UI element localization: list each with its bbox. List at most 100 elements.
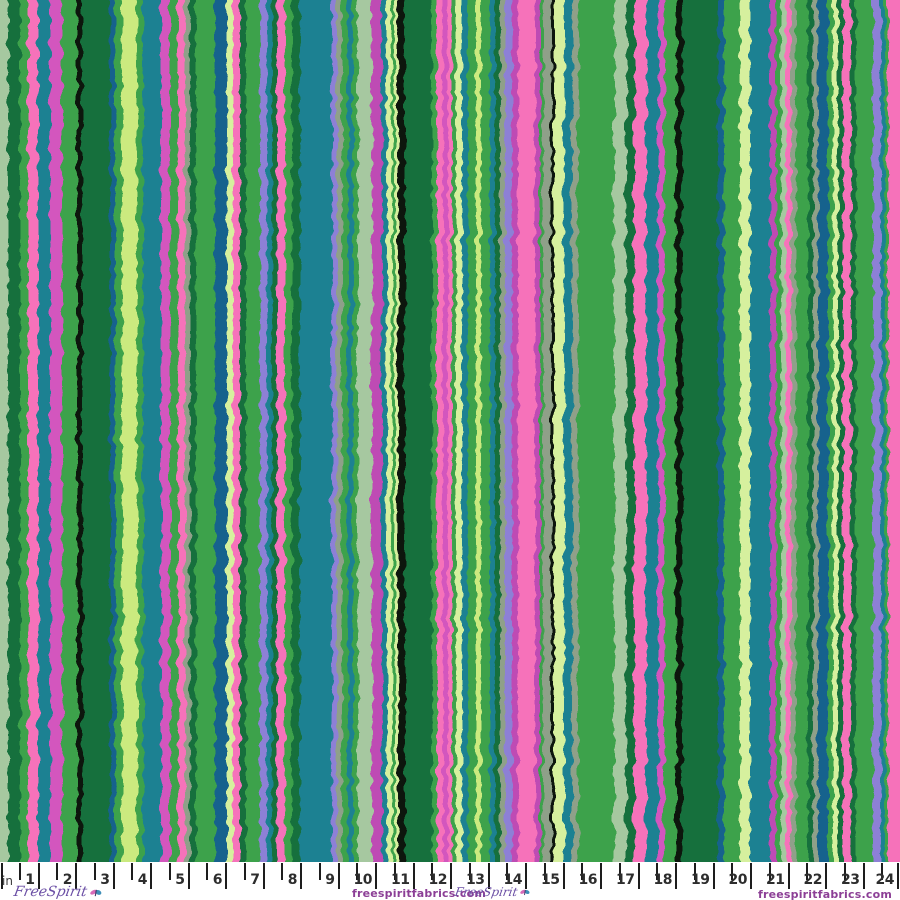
ruler-tick-half — [881, 863, 884, 880]
stripe-blueTeal — [110, 0, 115, 862]
ruler-tick-inch — [37, 863, 40, 889]
stripe-green — [62, 0, 77, 862]
stripe-darkGreen — [808, 0, 813, 862]
ruler-tick-half — [806, 863, 809, 880]
stripe-teal — [750, 0, 770, 862]
stripe-darkGreen — [851, 0, 856, 862]
ruler-tick-inch — [187, 863, 190, 889]
stripe-hotPink — [233, 0, 240, 862]
ruler-tick-half — [468, 863, 471, 880]
stripe-graySage — [185, 0, 190, 862]
ruler-number-13: 13 — [466, 872, 485, 888]
ruler-tick-half — [731, 863, 734, 880]
stripe-green — [776, 0, 781, 862]
stripe-green — [885, 0, 888, 862]
ruler-tick-inch — [675, 863, 677, 889]
ruler-tick-edge — [1, 863, 3, 889]
butterfly-icon — [520, 888, 532, 897]
ruler-tick-inch — [600, 863, 602, 889]
ruler-number-20: 20 — [728, 872, 748, 888]
ruler-number-9: 9 — [325, 872, 335, 888]
ruler-number-10: 10 — [353, 872, 373, 888]
stripe-teal — [490, 0, 495, 862]
stripe-orchid — [50, 0, 62, 862]
stripe-orchid — [658, 0, 664, 862]
ruler-tick-half — [431, 863, 434, 880]
stripe-orchid — [161, 0, 170, 862]
stripe-darkGreen — [405, 0, 432, 862]
ruler-tick-half — [131, 863, 134, 880]
ruler-tick-inch — [337, 863, 340, 889]
ruler-number-8: 8 — [287, 872, 298, 888]
stripe-darkGreen — [626, 0, 634, 862]
ruler-number-17: 17 — [616, 872, 635, 888]
stripe-green — [285, 0, 292, 862]
ruler-number-22: 22 — [803, 872, 823, 888]
ruler-tick-half — [618, 863, 621, 880]
stripe-paleLime — [227, 0, 233, 862]
stripe-green — [481, 0, 490, 862]
stripe-teal — [382, 0, 387, 862]
ruler-tick-half — [93, 863, 96, 880]
freespirit-logo-center: FreeSpirit — [454, 885, 532, 899]
stripe-blueTeal — [215, 0, 227, 862]
ruler-number-14: 14 — [503, 872, 523, 888]
stripe-graySage — [500, 0, 505, 862]
stripe-green — [246, 0, 260, 862]
stripe-green — [468, 0, 476, 862]
ruler-tick-inch — [412, 863, 415, 889]
stripe-magenta — [770, 0, 776, 862]
stripe-hotPink — [178, 0, 185, 862]
stripe-magenta — [512, 0, 518, 862]
stripe-black — [77, 0, 82, 862]
ruler-number-12: 12 — [428, 872, 448, 888]
ruler-strip: in 1 2 3 4 5 6 7 8 9 10 11 12 13 14 15 16 17 18 19 20 21 22 23… — [0, 862, 900, 900]
stripe-paleLime — [740, 0, 750, 862]
stripe-teal — [881, 0, 885, 862]
ruler-tick-half — [768, 863, 771, 880]
stripe-hotPink — [888, 0, 900, 862]
stripe-black — [398, 0, 405, 862]
ruler-number-4: 4 — [137, 872, 148, 888]
stripe-magenta — [535, 0, 540, 862]
ruler-tick-half — [243, 863, 246, 880]
stripe-paleLime — [554, 0, 564, 862]
stripe-lime — [476, 0, 481, 862]
ruler-number-7: 7 — [250, 872, 260, 888]
ruler-number-16: 16 — [578, 872, 598, 888]
ruler-tick-half — [168, 863, 171, 880]
stripe-green — [664, 0, 676, 862]
stripe-blueTeal — [718, 0, 724, 862]
ruler-tick-inch — [300, 863, 302, 889]
stripe-green — [353, 0, 358, 862]
ruler-tick-inch — [562, 863, 565, 889]
stripe-sage — [358, 0, 372, 862]
ruler-tick-inch — [262, 863, 265, 889]
stripe-black — [551, 0, 554, 862]
ruler-tick-half — [281, 863, 284, 880]
stripe-lime — [122, 0, 137, 862]
ruler-number-23: 23 — [841, 872, 860, 888]
fabric-stripes — [0, 0, 900, 862]
stripe-green — [170, 0, 178, 862]
stripe-hotPink — [518, 0, 535, 862]
stripe-hotPink — [437, 0, 443, 862]
stripe-hotPink — [277, 0, 285, 862]
ruler-tick-half — [318, 863, 321, 880]
stripe-hotPink — [28, 0, 38, 862]
ruler-tick-inch — [150, 863, 152, 889]
stripe-darkGreen — [240, 0, 246, 862]
stripe-paleLime — [387, 0, 392, 862]
ruler-tick-inch — [525, 863, 527, 889]
ruler-number-3: 3 — [100, 872, 110, 888]
stripe-hotPink — [786, 0, 791, 862]
stripe-magenta — [372, 0, 382, 862]
ruler-number-5: 5 — [175, 872, 185, 888]
ruler-number-15: 15 — [541, 872, 560, 888]
ruler-tick-inch — [375, 863, 377, 889]
stripe-teal — [348, 0, 353, 862]
ruler-tick-inch — [637, 863, 640, 889]
stripe-green — [392, 0, 395, 862]
stripe-periwinkle — [873, 0, 881, 862]
stripe-paleLime — [456, 0, 462, 862]
